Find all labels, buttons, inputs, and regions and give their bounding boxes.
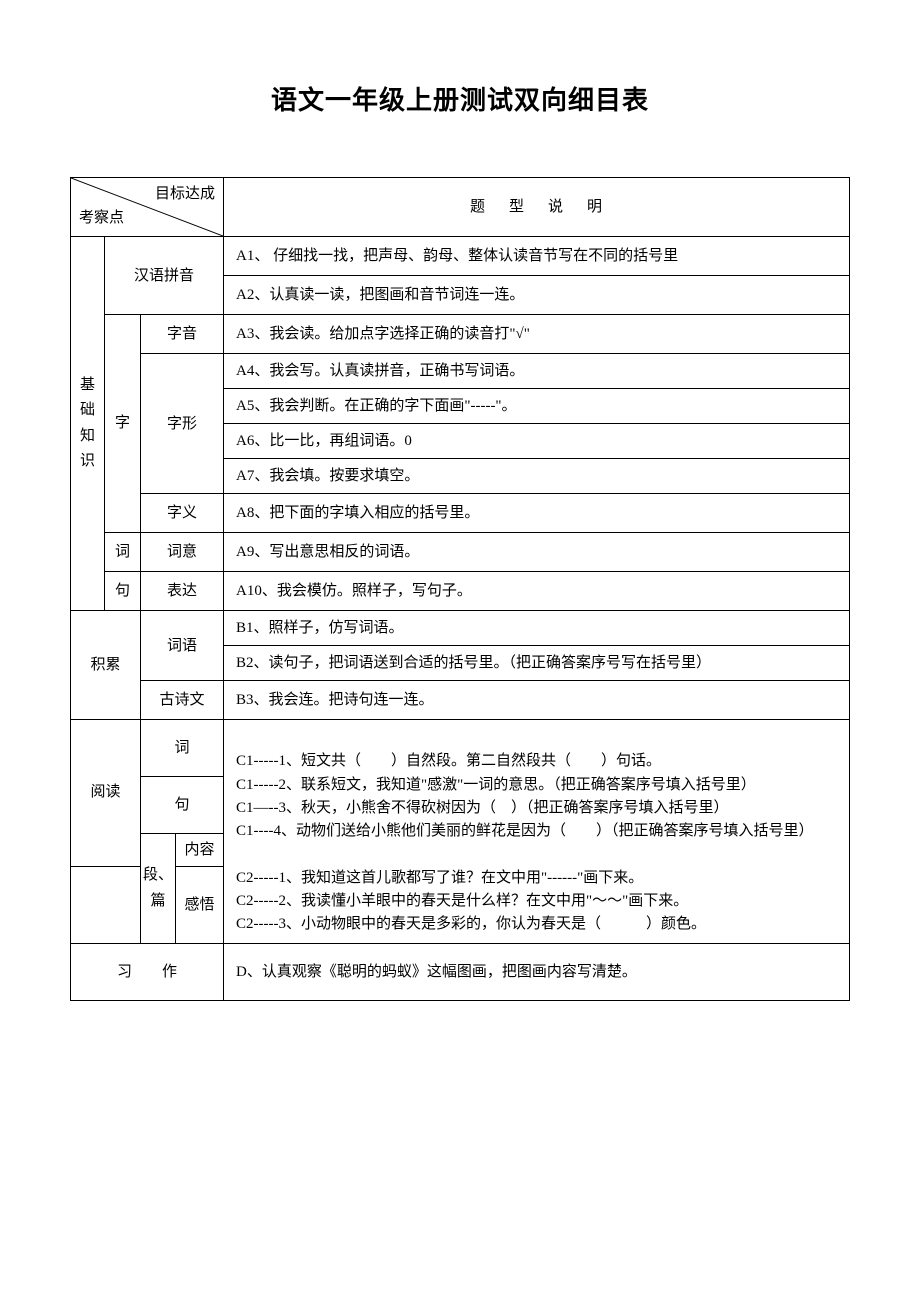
cell-b3: B3、我会连。把诗句连一连。 [224, 681, 850, 720]
ganwu-label: 感悟 [176, 867, 224, 944]
zixing-label: 字形 [141, 354, 224, 494]
pinyin-label: 汉语拼音 [105, 237, 224, 315]
table-row: 积累 词语 B1、照样子，仿写词语。 [71, 611, 850, 646]
header-point-label: 考察点 [79, 206, 124, 230]
duan-label: 段、篇 [141, 834, 176, 944]
header-diagonal-cell: 目标达成 考察点 [71, 178, 224, 237]
page-title: 语文一年级上册测试双向细目表 [70, 80, 850, 117]
spec-table: 目标达成 考察点 题型说明 基础知识 汉语拼音 A1、 仔细找一找，把声母、韵母… [70, 177, 850, 1001]
cell-a10: A10、我会模仿。照样子，写句子。 [224, 572, 850, 611]
table-row: 字义 A8、把下面的字填入相应的括号里。 [71, 494, 850, 533]
cell-a1: A1、 仔细找一找，把声母、韵母、整体认读音节写在不同的括号里 [224, 237, 850, 276]
table-row: 基础知识 汉语拼音 A1、 仔细找一找，把声母、韵母、整体认读音节写在不同的括号… [71, 237, 850, 276]
ju-label: 句 [105, 572, 141, 611]
cell-a3: A3、我会读。给加点字选择正确的读音打"√" [224, 315, 850, 354]
cell-c1: C1-----1、短文共（ ）自然段。第二自然段共（ ）句话。 C1-----2… [224, 720, 850, 867]
read-ci-ju-cell: 词 句 [141, 720, 224, 834]
ciyu-label: 词语 [141, 611, 224, 681]
ciyi-label: 词意 [141, 533, 224, 572]
table-row: 习 作 D、认真观察《聪明的蚂蚁》这幅图画，把图画内容写清楚。 [71, 944, 850, 1001]
table-row: 古诗文 B3、我会连。把诗句连一连。 [71, 681, 850, 720]
ziyi-label: 字义 [141, 494, 224, 533]
header-row: 目标达成 考察点 题型说明 [71, 178, 850, 237]
cell-a8: A8、把下面的字填入相应的括号里。 [224, 494, 850, 533]
cell-a5: A5、我会判断。在正确的字下面画"-----"。 [224, 389, 850, 424]
cell-b2: B2、读句子，把词语送到合适的括号里。（把正确答案序号写在括号里） [224, 646, 850, 681]
jilei-label: 积累 [71, 611, 141, 720]
cell-c2: C2-----1、我知道这首儿歌都写了谁？在文中用"------"画下来。 C2… [224, 867, 850, 944]
ci-label: 词 [105, 533, 141, 572]
cell-a9: A9、写出意思相反的词语。 [224, 533, 850, 572]
cell-a7: A7、我会填。按要求填空。 [224, 459, 850, 494]
biaoda-label: 表达 [141, 572, 224, 611]
cell-a6: A6、比一比，再组词语。0 [224, 424, 850, 459]
ziyin-label: 字音 [141, 315, 224, 354]
section-basic-label: 基础知识 [71, 237, 105, 611]
table-row: 词 词意 A9、写出意思相反的词语。 [71, 533, 850, 572]
neirong-label: 内容 [176, 834, 224, 867]
cell-a2: A2、认真读一读，把图画和音节词连一连。 [224, 276, 850, 315]
read-ci-label: 词 [141, 720, 223, 777]
table-row: 阅读 词 句 C1-----1、短文共（ ）自然段。第二自然段共（ ）句话。 C… [71, 720, 850, 834]
xizuo-label: 习 作 [71, 944, 224, 1001]
table-row: 字形 A4、我会写。认真读拼音，正确书写词语。 [71, 354, 850, 389]
gushi-label: 古诗文 [141, 681, 224, 720]
cell-d: D、认真观察《聪明的蚂蚁》这幅图画，把图画内容写清楚。 [224, 944, 850, 1001]
read-label: 阅读 [71, 720, 141, 867]
cell-a4: A4、我会写。认真读拼音，正确书写词语。 [224, 354, 850, 389]
cell-b1: B1、照样子，仿写词语。 [224, 611, 850, 646]
table-row: 句 表达 A10、我会模仿。照样子，写句子。 [71, 572, 850, 611]
header-desc-label: 题型说明 [224, 178, 850, 237]
zi-label: 字 [105, 315, 141, 533]
page: 语文一年级上册测试双向细目表 目标达成 考察点 题型说明 基础知识 [0, 0, 920, 1061]
header-goal-label: 目标达成 [155, 182, 215, 206]
read-ju-label: 句 [141, 777, 223, 834]
table-row: 感悟 C2-----1、我知道这首儿歌都写了谁？在文中用"------"画下来。… [71, 867, 850, 944]
table-row: 字 字音 A3、我会读。给加点字选择正确的读音打"√" [71, 315, 850, 354]
